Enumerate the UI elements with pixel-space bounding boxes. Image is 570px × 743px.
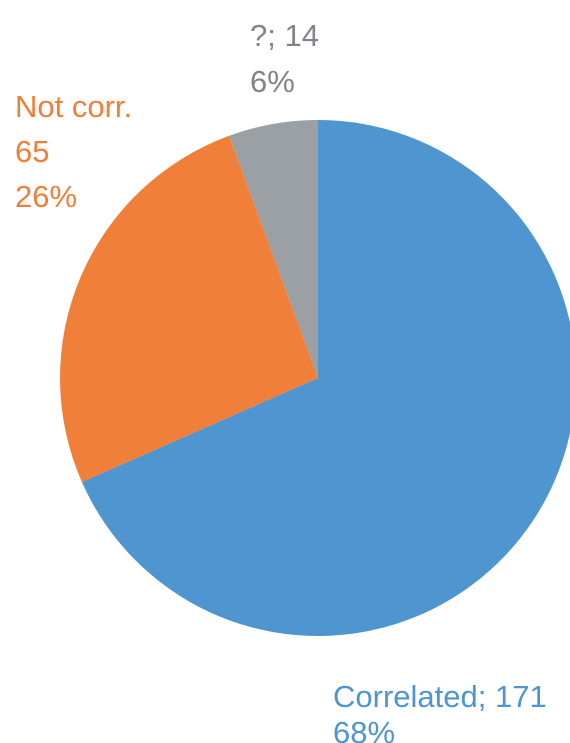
label-correlated: Correlated; 171 68% [333, 679, 547, 743]
pie-slices [60, 120, 570, 636]
label-correlated-line2: 68% [333, 715, 395, 743]
pie-slice-unknown [229, 120, 318, 378]
label-correlated-line1: Correlated; 171 [333, 679, 547, 714]
label-unknown-line2: 6% [250, 64, 295, 99]
label-not-corr: Not corr. 65 26% [15, 89, 132, 214]
label-not-corr-line1: Not corr. [15, 89, 132, 124]
label-not-corr-line3: 26% [15, 179, 77, 214]
pie-slice-correlated [81, 120, 570, 636]
label-unknown-line1: ?; 14 [250, 18, 319, 53]
label-unknown: ?; 14 6% [250, 18, 319, 99]
pie-slice-not-corr [60, 135, 319, 482]
label-not-corr-line2: 65 [15, 134, 49, 169]
